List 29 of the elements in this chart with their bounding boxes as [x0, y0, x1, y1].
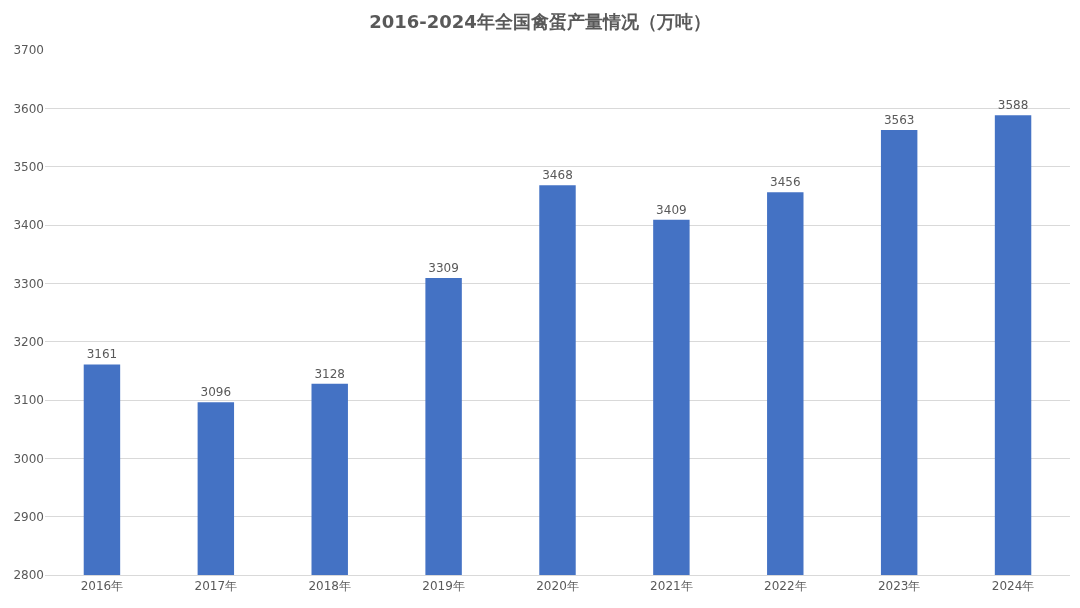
- data-label: 3096: [200, 385, 232, 400]
- x-tick-label: 2017年: [194, 579, 238, 594]
- x-tick-label: 2020年: [536, 579, 579, 594]
- x-tick-label: 2022年: [764, 579, 807, 594]
- data-label: 3563: [883, 112, 915, 127]
- y-tick-label: 3200: [13, 334, 44, 349]
- data-label: 3161: [86, 347, 118, 362]
- y-tick-label: 3600: [13, 101, 44, 116]
- y-tick-label: 3100: [13, 393, 44, 408]
- y-tick-label: 2800: [13, 568, 44, 583]
- data-label: 3128: [314, 366, 345, 381]
- x-tick-label: 2021年: [650, 579, 693, 594]
- x-tick-label: 2018年: [308, 579, 351, 594]
- data-label: 3468: [542, 168, 573, 183]
- y-tick-label: 3300: [13, 276, 44, 291]
- data-label: 3456: [770, 175, 801, 190]
- x-tick-label: 2023年: [877, 579, 921, 594]
- y-tick-label: 2900: [13, 509, 44, 524]
- data-label: 3409: [656, 202, 687, 217]
- chart-title: 2016-2024年全国禽蛋产量情况（万吨）: [369, 10, 711, 32]
- data-label: 3309: [428, 261, 459, 276]
- data-label: 3588: [997, 98, 1029, 113]
- y-tick-label: 3000: [13, 451, 44, 466]
- x-tick-label: 2016年: [80, 579, 124, 594]
- y-tick-label: 3500: [13, 159, 44, 174]
- y-tick-label: 3400: [13, 218, 44, 233]
- x-tick-label: 2019年: [422, 579, 465, 594]
- x-tick-label: 2024年: [991, 579, 1035, 594]
- y-tick-label: 3700: [13, 43, 44, 58]
